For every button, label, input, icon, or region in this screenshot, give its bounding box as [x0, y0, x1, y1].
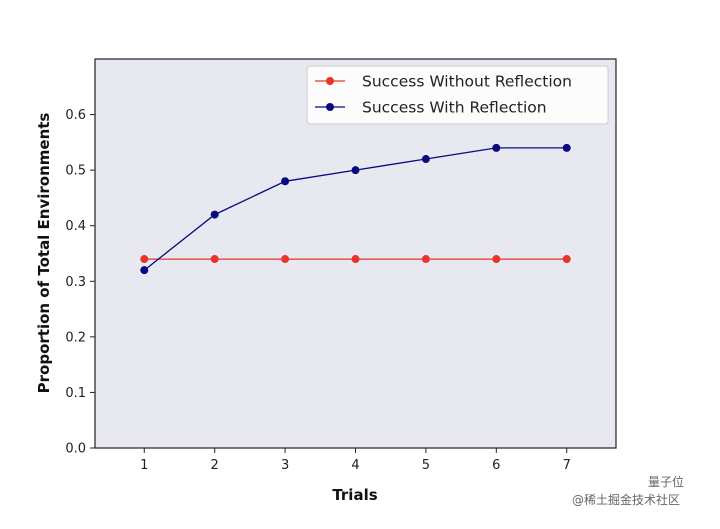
axis-ticks: 0.0 0.1 0.2 0.3 0.4 0.5 0.6 1 2 3 4 5 6 7	[65, 108, 571, 473]
legend-box	[306, 65, 609, 125]
legend-label: Success Without Reflection	[362, 73, 572, 91]
data-point-series-2	[562, 143, 571, 152]
y-tick-label: 0.0	[65, 442, 86, 457]
y-tick-label: 0.4	[65, 219, 86, 234]
x-tick-label: 2	[211, 458, 219, 473]
x-tick-label: 4	[351, 458, 359, 473]
data-point-series-1	[351, 255, 360, 264]
data-point-series-2	[281, 177, 290, 186]
series-lines	[140, 143, 571, 275]
data-point-series-1	[281, 255, 290, 264]
legend-marker	[326, 103, 334, 111]
data-point-series-2	[140, 266, 149, 275]
watermark: 量子位 @稀土掘金技术社区	[572, 474, 684, 507]
x-axis-title: Trials	[332, 486, 377, 504]
y-tick-label: 0.2	[65, 330, 86, 345]
data-point-series-2	[492, 143, 501, 152]
x-tick-label: 7	[563, 458, 571, 473]
data-point-series-2	[421, 155, 430, 164]
data-point-series-1	[421, 255, 430, 264]
y-tick-label: 0.3	[65, 275, 86, 290]
watermark-line1: 量子位	[648, 474, 684, 489]
y-axis-title: Proportion of Total Environments	[35, 113, 53, 394]
y-tick-label: 0.1	[65, 386, 86, 401]
x-tick-label: 3	[281, 458, 289, 473]
data-point-series-1	[492, 255, 501, 264]
x-tick-label: 6	[492, 458, 500, 473]
watermark-line2: @稀土掘金技术社区	[572, 492, 680, 507]
y-tick-label: 0.5	[65, 164, 86, 179]
data-point-series-2	[210, 210, 219, 219]
data-point-series-1	[562, 255, 571, 264]
data-point-series-1	[140, 255, 149, 264]
x-tick-label: 1	[140, 458, 148, 473]
legend-label: Success With Reflection	[362, 99, 547, 117]
y-tick-label: 0.6	[65, 108, 86, 123]
data-point-series-2	[351, 166, 360, 175]
legend-marker	[326, 77, 334, 85]
data-point-series-1	[210, 255, 219, 264]
legend: Success Without Reflection Success With R…	[306, 65, 609, 125]
x-tick-label: 5	[422, 458, 430, 473]
